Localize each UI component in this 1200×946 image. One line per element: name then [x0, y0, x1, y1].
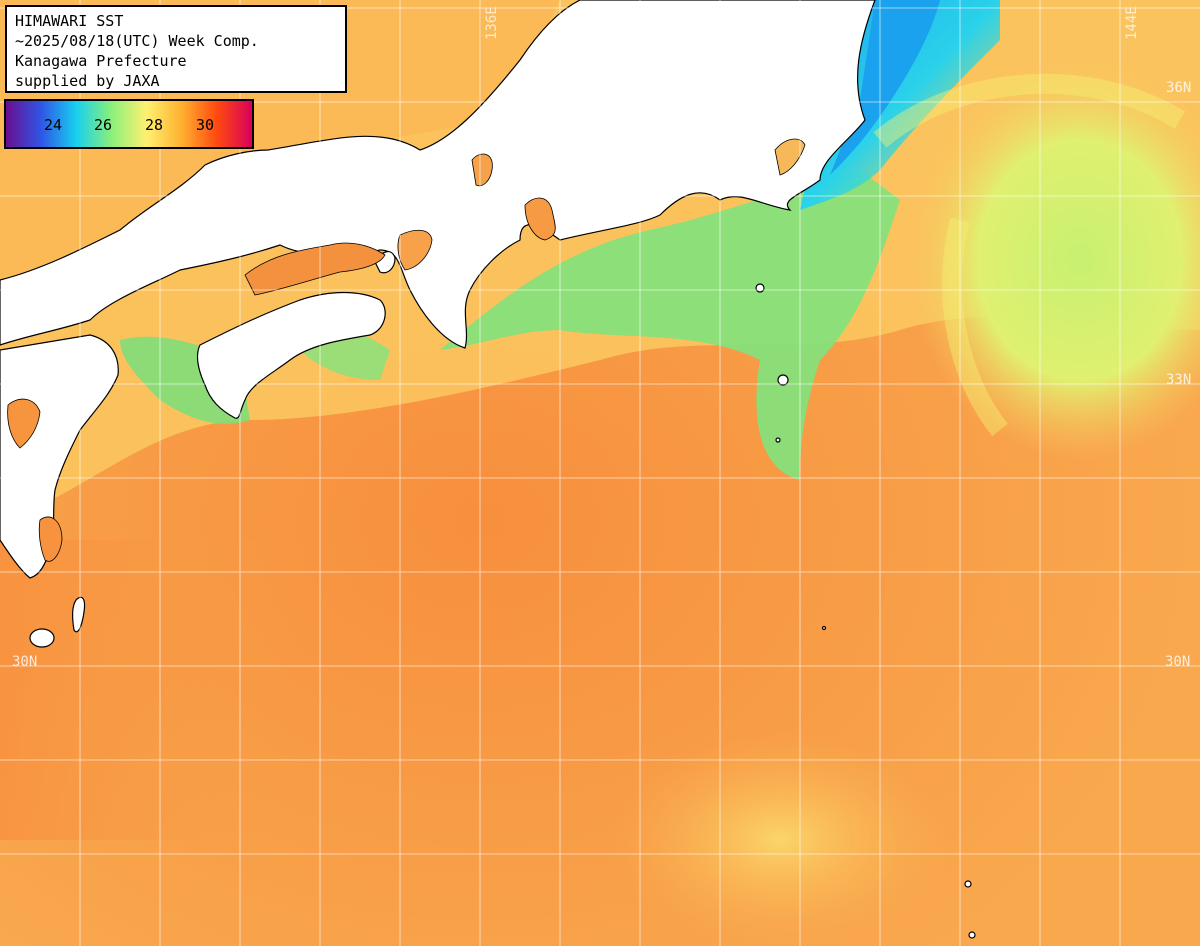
- yakushima: [29, 628, 55, 648]
- east-eddy: [910, 60, 1200, 460]
- lat-label-30n-west: 30N: [12, 654, 38, 670]
- lat-label-30n-east: 30N: [1165, 654, 1191, 670]
- scale-tick-30: 30: [196, 116, 215, 134]
- color-scale-legend: 24 26 28 30: [4, 99, 254, 149]
- miyake-island: [777, 374, 789, 386]
- title-box: HIMAWARI SST ~2025/08/18(UTC) Week Comp.…: [5, 5, 347, 93]
- ariake-warm: [7, 398, 41, 449]
- ise-bay-warm: [524, 197, 556, 241]
- shikoku: [196, 291, 386, 419]
- kyushu: [0, 334, 119, 579]
- eddy-ring: [873, 73, 1186, 437]
- coastal-green-band: [440, 170, 900, 480]
- scale-tick-26: 26: [94, 116, 113, 134]
- lat-label-33n: 33N: [1166, 372, 1192, 388]
- suruga-bay-warm: [471, 153, 493, 187]
- tokyo-bay-warm: [774, 138, 806, 176]
- small-islet: [821, 625, 827, 631]
- hachijo-island: [775, 437, 781, 443]
- southern-islet: [964, 880, 972, 888]
- lat-label-36n: 36N: [1166, 80, 1192, 96]
- title-line-3: Kanagawa Prefecture: [15, 52, 187, 70]
- south-eddy: [610, 730, 950, 946]
- land: [0, 0, 976, 939]
- southern-islet-2: [968, 931, 976, 939]
- scale-tick-24: 24: [44, 116, 63, 134]
- kagoshima-bay-warm: [38, 516, 63, 562]
- scale-tick-28: 28: [145, 116, 164, 134]
- title-line-1: HIMAWARI SST: [15, 12, 124, 30]
- honshu: [0, 0, 876, 349]
- osaka-bay-warm: [397, 229, 433, 271]
- title-line-4: supplied by JAXA: [15, 72, 160, 90]
- title-line-2: ~2025/08/18(UTC) Week Comp.: [15, 32, 259, 50]
- oshima-island: [755, 283, 765, 293]
- cold-water-ne: [800, 0, 1000, 210]
- lon-label-136e: 136E: [484, 6, 500, 40]
- cold-water-core: [830, 0, 940, 175]
- western-warm-band: [0, 540, 300, 840]
- inland-sea-warm: [244, 242, 386, 296]
- lon-label-144e: 144E: [1124, 6, 1140, 40]
